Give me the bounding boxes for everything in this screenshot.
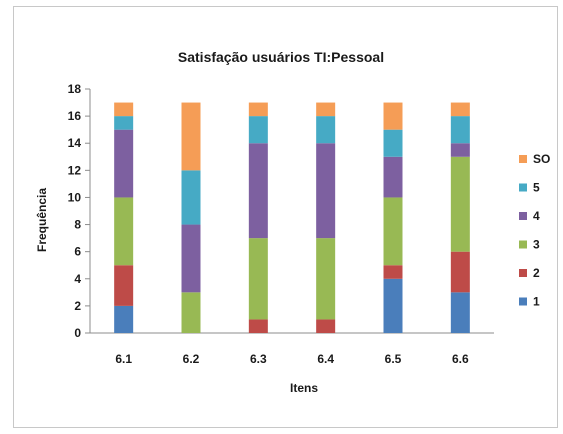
- y-axis-label: Frequência: [35, 188, 49, 252]
- x-tick-label: 6.6: [452, 352, 469, 366]
- legend-swatch: [519, 297, 527, 306]
- legend-label: 1: [533, 295, 540, 309]
- bar-segment: [450, 156, 470, 252]
- bar-segment: [114, 305, 134, 333]
- legend-label: 3: [533, 238, 540, 252]
- bar-segment: [248, 116, 268, 144]
- chart-title: Satisfação usuários TI:Pessoal: [178, 49, 384, 65]
- x-axis-label: Itens: [290, 381, 318, 395]
- bar-segment: [450, 251, 470, 293]
- chart-frame: Satisfação usuários TI:Pessoal 0 2 4 6 8 10 12…: [13, 6, 558, 428]
- bar-segment: [450, 116, 470, 144]
- bar-segment: [181, 292, 201, 333]
- y-tick-label: 2: [74, 299, 81, 313]
- y-tick-label: 8: [74, 218, 81, 232]
- bar-segment: [316, 319, 336, 333]
- y-tick-label: 18: [68, 82, 82, 96]
- bar-segment: [181, 224, 201, 293]
- bar-segment: [114, 102, 134, 117]
- x-tick-label: 6.4: [317, 352, 334, 366]
- x-tick-label: 6.1: [115, 352, 132, 366]
- x-tick-label: 6.5: [385, 352, 402, 366]
- bar-segment: [383, 129, 403, 157]
- y-tick-label: 16: [68, 109, 82, 123]
- bar-segment: [383, 265, 403, 279]
- y-tick-label: 6: [74, 245, 81, 259]
- legend-label: 2: [533, 266, 540, 280]
- bar-segment: [450, 292, 470, 333]
- legend-swatch: [519, 155, 527, 163]
- legend-label: 5: [533, 181, 540, 195]
- bar-segment: [316, 238, 336, 320]
- chart: Satisfação usuários TI:Pessoal 024681012…: [35, 49, 550, 395]
- bar-segment: [383, 156, 403, 198]
- bar-segment: [181, 170, 201, 225]
- y-tick-label: 14: [68, 136, 82, 150]
- bar-segment: [248, 319, 268, 333]
- bar-segment: [114, 197, 134, 266]
- bar-segment: [450, 143, 470, 157]
- bar-segment: [316, 143, 336, 239]
- legend-label: 4: [533, 209, 540, 223]
- bar-segment: [248, 238, 268, 320]
- bar-segment: [248, 102, 268, 117]
- bar-segment: [181, 102, 201, 171]
- bar-segment: [114, 129, 134, 198]
- bar-segment: [316, 116, 336, 144]
- legend-swatch: [519, 183, 527, 192]
- x-tick-label: 6.3: [250, 352, 267, 366]
- legend-swatch: [519, 240, 527, 249]
- x-tick-label: 6.2: [183, 352, 200, 366]
- plot-area: 0 2 4 6 8 10 12 14 16 18 6.1 6.2 6.3 6.4 6.5 6.6: [68, 82, 494, 366]
- y-tick-label: 12: [68, 163, 82, 177]
- y-tick-label: 0: [74, 326, 81, 340]
- legend-swatch: [519, 269, 527, 277]
- legend: SO 5 4 3 2 1: [519, 152, 550, 309]
- bar-segment: [114, 265, 134, 306]
- legend-swatch: [519, 212, 527, 220]
- bar-segment: [248, 143, 268, 239]
- bar-segment: [383, 197, 403, 266]
- bar-segment: [383, 278, 403, 333]
- bar-segment: [383, 102, 403, 130]
- bar-segment: [114, 116, 134, 130]
- legend-label: SO: [533, 152, 550, 166]
- y-tick-label: 10: [68, 190, 82, 204]
- bar-segment: [316, 102, 336, 117]
- y-tick-label: 4: [74, 272, 81, 286]
- bar-segment: [450, 102, 470, 117]
